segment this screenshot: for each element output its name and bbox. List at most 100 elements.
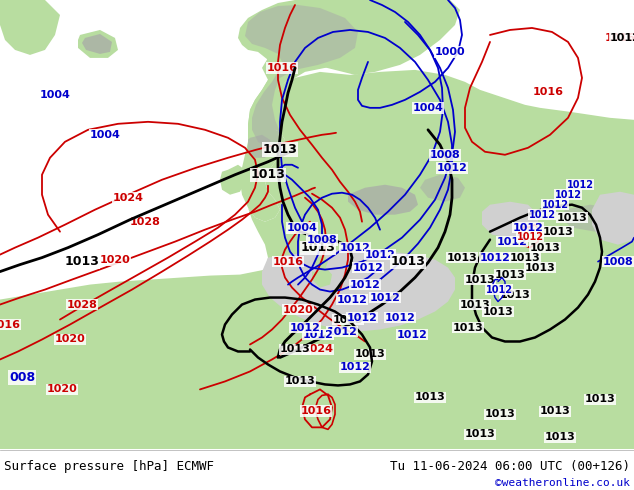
Polygon shape bbox=[314, 255, 328, 270]
Polygon shape bbox=[220, 165, 245, 195]
Text: 1004: 1004 bbox=[89, 130, 120, 140]
Text: 1013: 1013 bbox=[262, 143, 297, 156]
Polygon shape bbox=[245, 5, 358, 148]
Polygon shape bbox=[262, 0, 460, 90]
Polygon shape bbox=[338, 249, 360, 280]
Text: 1016: 1016 bbox=[0, 319, 20, 329]
Polygon shape bbox=[348, 185, 418, 215]
Polygon shape bbox=[302, 285, 338, 318]
Text: 1013: 1013 bbox=[482, 307, 514, 317]
Text: 1012: 1012 bbox=[496, 237, 527, 246]
Text: 1013: 1013 bbox=[545, 432, 576, 442]
Text: 1013: 1013 bbox=[495, 270, 526, 280]
Text: 1013: 1013 bbox=[354, 349, 385, 360]
Polygon shape bbox=[0, 358, 634, 449]
Polygon shape bbox=[238, 0, 370, 160]
Text: 1004: 1004 bbox=[287, 222, 318, 233]
Text: 1013: 1013 bbox=[500, 290, 531, 299]
Text: 1013: 1013 bbox=[557, 213, 587, 222]
Text: 1013: 1013 bbox=[465, 429, 495, 440]
Text: 1020: 1020 bbox=[100, 255, 131, 265]
Text: 1012: 1012 bbox=[302, 329, 333, 340]
Text: 1013: 1013 bbox=[460, 299, 490, 310]
Polygon shape bbox=[82, 34, 112, 54]
Polygon shape bbox=[78, 30, 118, 58]
Polygon shape bbox=[420, 175, 465, 202]
Text: 1020: 1020 bbox=[283, 305, 313, 315]
Text: 1008: 1008 bbox=[603, 257, 633, 267]
Polygon shape bbox=[312, 268, 332, 288]
Text: 1016: 1016 bbox=[533, 87, 564, 97]
Text: 1012: 1012 bbox=[609, 33, 634, 43]
Text: 1016: 1016 bbox=[273, 257, 304, 267]
Text: 1012: 1012 bbox=[555, 190, 581, 200]
Text: 1012: 1012 bbox=[396, 329, 427, 340]
Text: 1012: 1012 bbox=[347, 313, 377, 322]
Text: 1016: 1016 bbox=[301, 406, 332, 416]
Polygon shape bbox=[290, 105, 312, 128]
Text: 1004: 1004 bbox=[413, 103, 443, 113]
Polygon shape bbox=[248, 135, 272, 158]
Text: 1012: 1012 bbox=[337, 294, 368, 305]
Polygon shape bbox=[592, 192, 634, 245]
Text: 1013: 1013 bbox=[453, 322, 483, 333]
Text: 1013: 1013 bbox=[446, 253, 477, 263]
Text: 1012: 1012 bbox=[327, 326, 358, 337]
Text: 1000: 1000 bbox=[435, 47, 465, 57]
Text: 1016: 1016 bbox=[604, 33, 634, 43]
Text: 1012: 1012 bbox=[370, 293, 401, 302]
Text: 1013: 1013 bbox=[391, 255, 425, 268]
Text: 1012: 1012 bbox=[567, 180, 593, 190]
Text: 1013: 1013 bbox=[285, 376, 315, 387]
Text: 1008: 1008 bbox=[430, 150, 460, 160]
Text: 1012: 1012 bbox=[541, 200, 569, 210]
Text: 1013: 1013 bbox=[540, 406, 571, 416]
Text: 1012: 1012 bbox=[437, 163, 467, 173]
Text: 1028: 1028 bbox=[129, 217, 160, 227]
Text: 1012: 1012 bbox=[385, 313, 415, 322]
Text: 1012: 1012 bbox=[340, 363, 370, 372]
Text: Surface pressure [hPa] ECMWF: Surface pressure [hPa] ECMWF bbox=[4, 460, 214, 473]
Text: 1020: 1020 bbox=[55, 335, 86, 344]
Text: 1013: 1013 bbox=[543, 227, 573, 237]
Text: 1013: 1013 bbox=[510, 253, 540, 263]
Text: 1012: 1012 bbox=[517, 232, 543, 242]
Text: 1012: 1012 bbox=[349, 280, 380, 290]
Text: 1004: 1004 bbox=[39, 90, 70, 100]
Text: 1020: 1020 bbox=[47, 385, 77, 394]
Text: 1013: 1013 bbox=[524, 263, 555, 272]
Polygon shape bbox=[482, 202, 538, 238]
Text: 1013: 1013 bbox=[465, 274, 495, 285]
Text: ©weatheronline.co.uk: ©weatheronline.co.uk bbox=[495, 478, 630, 488]
Text: 1028: 1028 bbox=[67, 299, 98, 310]
Text: 1013: 1013 bbox=[415, 392, 445, 402]
Text: 1013: 1013 bbox=[333, 315, 363, 324]
Text: 1013: 1013 bbox=[585, 394, 616, 404]
Text: 1008: 1008 bbox=[307, 235, 337, 245]
Text: 1024: 1024 bbox=[302, 344, 333, 354]
Text: 1013: 1013 bbox=[529, 243, 560, 253]
Text: 1012: 1012 bbox=[512, 222, 543, 233]
Polygon shape bbox=[262, 249, 455, 332]
Polygon shape bbox=[388, 274, 435, 312]
Polygon shape bbox=[268, 197, 348, 260]
Text: 1024: 1024 bbox=[112, 193, 143, 203]
Text: Tu 11-06-2024 06:00 UTC (00+126): Tu 11-06-2024 06:00 UTC (00+126) bbox=[390, 460, 630, 473]
Text: 1013: 1013 bbox=[484, 409, 515, 419]
Text: 1012: 1012 bbox=[479, 253, 510, 263]
Text: 1013: 1013 bbox=[250, 168, 285, 181]
Polygon shape bbox=[0, 0, 60, 55]
Polygon shape bbox=[240, 128, 285, 221]
Text: 1012: 1012 bbox=[529, 210, 555, 220]
Text: 1012: 1012 bbox=[486, 285, 512, 294]
Polygon shape bbox=[338, 315, 355, 329]
Text: 1012: 1012 bbox=[340, 243, 370, 253]
Polygon shape bbox=[560, 205, 620, 232]
Polygon shape bbox=[0, 70, 634, 449]
Text: 1013: 1013 bbox=[301, 241, 335, 254]
Text: 1012: 1012 bbox=[353, 263, 384, 272]
Text: 1013: 1013 bbox=[280, 344, 311, 354]
Text: 1013: 1013 bbox=[65, 255, 100, 268]
Text: 1016: 1016 bbox=[266, 63, 297, 73]
Text: 1012: 1012 bbox=[290, 322, 320, 333]
